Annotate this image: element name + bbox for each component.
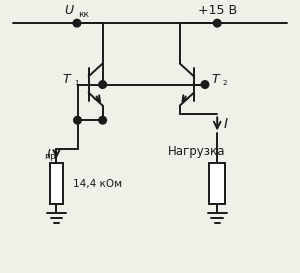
Circle shape	[74, 116, 81, 124]
Text: 14,4 кОм: 14,4 кОм	[73, 179, 122, 189]
Text: $I$: $I$	[46, 148, 51, 161]
Text: $U$: $U$	[64, 4, 75, 17]
Text: $T$: $T$	[62, 73, 73, 86]
Text: $_2$: $_2$	[222, 78, 228, 88]
Text: $I$: $I$	[223, 117, 229, 131]
Text: кк: кк	[78, 10, 89, 19]
Text: +15 В: +15 В	[198, 4, 237, 17]
Circle shape	[99, 81, 106, 88]
Text: Нагрузка: Нагрузка	[168, 145, 226, 158]
Circle shape	[73, 19, 81, 27]
Text: $T$: $T$	[211, 73, 221, 86]
Text: пр: пр	[44, 152, 56, 161]
Bar	[50, 164, 63, 204]
Text: $_1$: $_1$	[74, 78, 80, 88]
Circle shape	[213, 19, 221, 27]
Bar	[209, 164, 225, 204]
Circle shape	[99, 116, 106, 124]
Circle shape	[201, 81, 209, 88]
